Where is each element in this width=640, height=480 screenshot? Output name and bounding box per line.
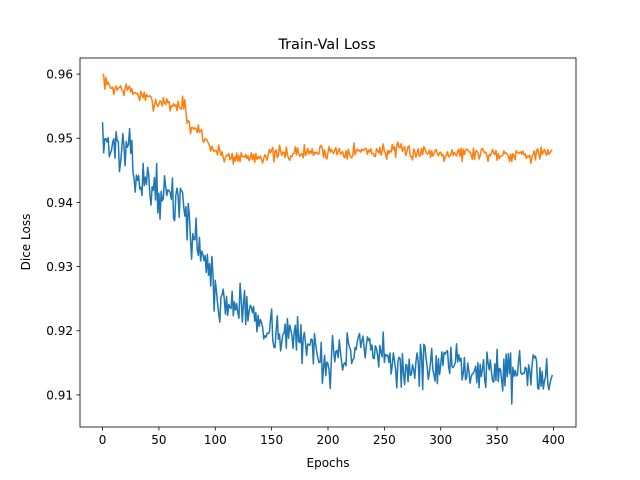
y-axis-label: Dice Loss <box>19 214 33 271</box>
y-tick-label-0.95: 0.95 <box>46 132 73 146</box>
x-tick-label-50: 50 <box>151 433 166 447</box>
x-tick-label-350: 350 <box>486 433 509 447</box>
series-line-2 <box>101 122 554 405</box>
y-axis: 0.91 0.92 0.93 0.94 0.95 0.96 <box>46 68 80 402</box>
x-tick-label-250: 250 <box>373 433 396 447</box>
chart-title: Train-Val Loss <box>277 37 375 53</box>
y-tick-label-0.92: 0.92 <box>46 324 73 338</box>
x-tick-label-400: 400 <box>542 433 565 447</box>
y-tick-label-0.94: 0.94 <box>46 196 73 210</box>
x-tick-label-150: 150 <box>260 433 283 447</box>
series-layer <box>101 73 554 405</box>
series-line-1 <box>102 73 553 165</box>
x-tick-label-100: 100 <box>204 433 227 447</box>
y-tick-label-0.96: 0.96 <box>46 68 73 82</box>
x-tick-label-0: 0 <box>99 433 107 447</box>
x-axis-label: Epochs <box>307 456 350 470</box>
x-tick-label-300: 300 <box>429 433 452 447</box>
x-axis: 0 50 100 150 200 250 300 350 400 <box>99 427 565 447</box>
y-tick-label-0.91: 0.91 <box>46 388 73 402</box>
x-tick-label-200: 200 <box>317 433 340 447</box>
y-tick-label-0.93: 0.93 <box>46 260 73 274</box>
